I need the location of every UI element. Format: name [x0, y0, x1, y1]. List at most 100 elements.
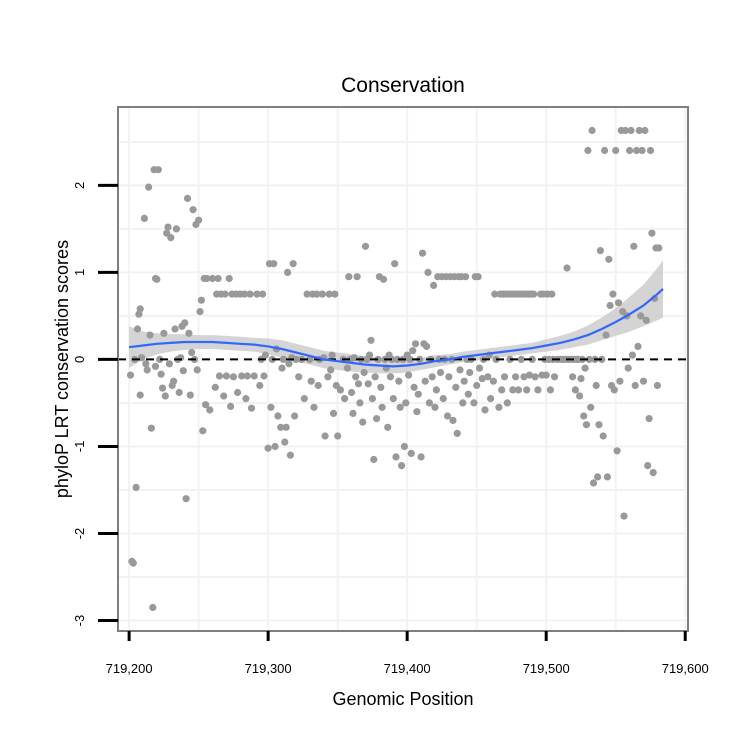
chart-title: Conservation	[341, 74, 465, 97]
data-point	[500, 373, 509, 381]
data-point	[211, 383, 219, 391]
data-point	[528, 355, 536, 363]
data-point	[291, 412, 299, 420]
data-point	[140, 214, 148, 222]
data-point	[630, 242, 638, 250]
data-point	[582, 421, 591, 429]
data-point	[620, 512, 628, 520]
data-point	[587, 403, 595, 411]
data-point	[523, 386, 531, 394]
data-point	[511, 373, 520, 381]
data-point	[534, 386, 542, 394]
data-point	[221, 290, 229, 298]
data-point	[349, 409, 357, 417]
data-point	[624, 364, 632, 372]
data-point	[267, 403, 275, 411]
data-point	[367, 336, 375, 344]
data-point	[240, 290, 249, 298]
data-point	[410, 383, 418, 391]
data-point	[531, 373, 539, 381]
data-point	[431, 403, 439, 411]
data-point	[300, 395, 308, 403]
data-point	[348, 388, 356, 397]
data-point	[253, 290, 261, 298]
data-point	[145, 183, 153, 191]
data-point	[481, 406, 489, 414]
data-point	[400, 442, 408, 451]
data-point	[334, 432, 342, 440]
data-point	[601, 146, 609, 155]
data-point	[613, 447, 621, 455]
data-point	[411, 340, 420, 348]
data-point	[222, 372, 230, 380]
data-point	[584, 146, 592, 155]
data-point	[503, 399, 511, 407]
data-point	[389, 395, 397, 403]
data-point	[229, 373, 237, 381]
data-point	[581, 364, 589, 372]
data-point	[409, 347, 417, 355]
data-point	[345, 273, 353, 281]
data-point	[395, 377, 403, 385]
data-point	[642, 316, 650, 324]
data-point	[393, 355, 401, 363]
data-point	[238, 372, 246, 380]
data-point	[413, 408, 421, 416]
data-point	[655, 244, 663, 252]
data-point	[550, 373, 559, 381]
data-point	[432, 386, 440, 394]
y-tick-label: -2	[72, 528, 87, 540]
data-point	[456, 366, 464, 374]
y-tick-label: 2	[72, 182, 87, 189]
data-point	[341, 395, 349, 403]
data-point	[384, 423, 392, 431]
data-point	[199, 427, 207, 435]
x-tick-label: 719,200	[106, 661, 153, 676]
data-point	[328, 351, 336, 359]
data-point	[594, 473, 602, 481]
data-point	[407, 449, 415, 457]
data-point	[464, 390, 472, 398]
data-point	[158, 384, 167, 392]
data-point	[285, 360, 293, 368]
data-point	[449, 416, 457, 424]
data-point	[325, 290, 333, 298]
data-point	[227, 402, 235, 410]
y-tick-label: -1	[72, 441, 87, 453]
data-point	[634, 342, 642, 350]
data-point	[356, 399, 364, 407]
y-tick-label: -3	[72, 615, 87, 627]
data-point	[261, 351, 269, 359]
data-point	[270, 260, 278, 268]
data-point	[295, 373, 303, 381]
data-point	[142, 360, 150, 368]
data-point	[225, 274, 233, 283]
data-point	[264, 444, 272, 452]
data-point	[378, 403, 386, 411]
data-point	[246, 290, 254, 298]
data-point	[286, 451, 294, 459]
data-point	[644, 462, 652, 470]
data-point	[292, 355, 300, 363]
data-point	[452, 383, 460, 391]
y-axis-ticks: -3 -2 -1 0 1 2	[72, 182, 118, 627]
data-point	[459, 399, 467, 407]
data-point	[271, 442, 279, 451]
data-point	[605, 255, 613, 263]
data-point	[495, 403, 503, 411]
data-point	[585, 355, 593, 363]
data-point	[377, 383, 385, 391]
data-point	[182, 495, 190, 503]
data-point	[646, 146, 655, 155]
data-point	[370, 455, 378, 464]
data-point	[466, 368, 474, 377]
data-point	[307, 377, 315, 385]
smooth-curve	[128, 288, 664, 368]
data-point	[548, 290, 556, 298]
data-point	[379, 275, 388, 283]
data-point	[260, 372, 268, 380]
data-point	[343, 364, 351, 372]
data-point	[398, 462, 406, 470]
data-point	[203, 274, 211, 283]
